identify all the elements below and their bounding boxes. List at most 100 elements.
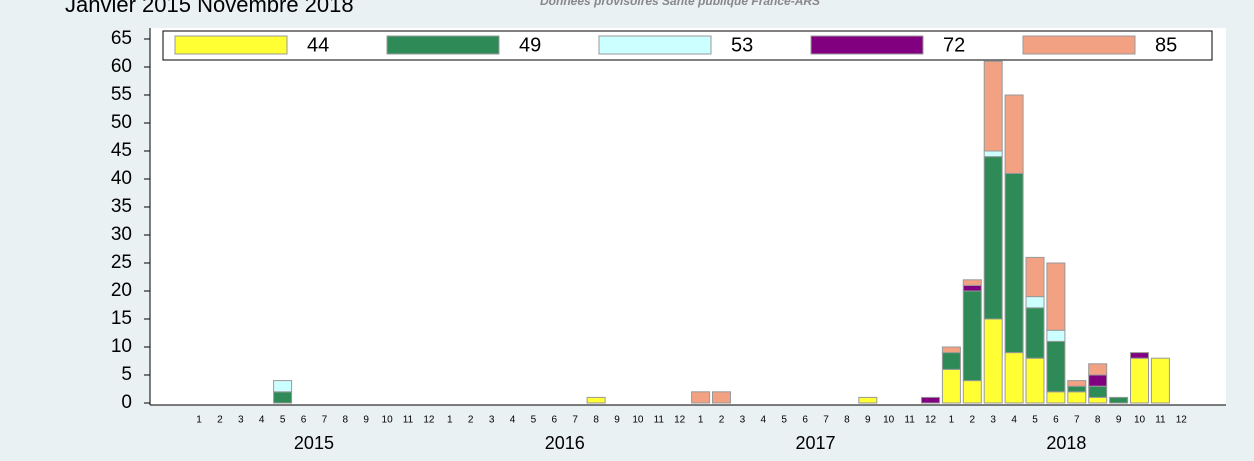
legend-label: 85 — [1155, 34, 1177, 56]
bar-segment — [1130, 357, 1149, 404]
x-tick-label: 1 — [698, 415, 704, 426]
bar-segment — [1088, 374, 1108, 387]
bar-segment — [983, 60, 1003, 152]
bar-segment — [858, 396, 878, 404]
bar-segment — [1067, 391, 1087, 404]
x-tick-label: 10 — [883, 415, 895, 426]
legend-label: 53 — [731, 34, 753, 56]
x-tick-label: 12 — [423, 415, 435, 426]
bar-segment — [1004, 94, 1024, 174]
bar-segment — [983, 318, 1003, 404]
bar-segment — [1088, 385, 1108, 398]
bar-segment — [1004, 172, 1024, 354]
year-label: 2018 — [1046, 433, 1086, 453]
x-tick-label: 9 — [865, 415, 871, 426]
x-tick-label: 6 — [802, 415, 808, 426]
bar-segment — [1088, 363, 1108, 376]
y-tick-label: 45 — [111, 140, 132, 161]
y-tick-label: 5 — [121, 364, 132, 385]
bar-segment — [1046, 391, 1066, 404]
x-tick-label: 5 — [280, 415, 286, 426]
bar-segment — [273, 391, 293, 404]
x-tick-label: 7 — [572, 415, 578, 426]
x-tick-label: 11 — [1155, 415, 1166, 426]
x-tick-label: 10 — [632, 415, 644, 426]
x-tick-label: 2 — [719, 415, 725, 426]
bar-segment — [691, 391, 711, 404]
x-tick-label: 5 — [531, 415, 537, 426]
bar-segment — [1046, 340, 1066, 393]
x-tick-label: 6 — [1053, 415, 1059, 426]
y-tick-label: 35 — [111, 196, 132, 217]
bar-segment — [962, 380, 982, 404]
y-tick-label: 50 — [111, 112, 132, 133]
x-tick-label: 7 — [823, 415, 829, 426]
y-tick-label: 10 — [111, 336, 132, 357]
legend-label: 49 — [519, 34, 541, 56]
chart-subtitle: Données provisoires Santé publique Franc… — [540, 0, 820, 8]
year-label: 2016 — [545, 433, 585, 453]
x-tick-label: 8 — [844, 415, 850, 426]
x-tick-label: 8 — [343, 415, 349, 426]
bar-segment — [1130, 352, 1149, 359]
legend-label: 44 — [307, 34, 329, 56]
legend-swatch — [598, 35, 712, 55]
x-tick-label: 2 — [970, 415, 976, 426]
bar-segment — [1025, 307, 1045, 359]
x-tick-label: 12 — [925, 415, 937, 426]
x-tick-label: 11 — [654, 415, 665, 426]
legend-swatch — [174, 35, 288, 55]
bar-segment — [962, 279, 982, 286]
year-label: 2015 — [294, 433, 334, 453]
bar-segment — [1046, 329, 1066, 342]
x-tick-label: 3 — [740, 415, 746, 426]
x-tick-label: 1 — [447, 415, 453, 426]
bar-segment — [1025, 357, 1045, 404]
bar-segment — [983, 156, 1003, 320]
bar-segment — [1025, 296, 1045, 309]
bar-segment — [941, 368, 961, 404]
bar-segment — [941, 346, 961, 354]
legend-swatch — [1022, 35, 1136, 55]
x-tick-label: 5 — [781, 415, 787, 426]
legend-label: 72 — [943, 34, 965, 56]
x-tick-label: 8 — [1095, 415, 1101, 426]
x-tick-label: 4 — [761, 415, 767, 426]
y-tick-label: 60 — [111, 56, 132, 77]
bar-segment — [921, 396, 940, 404]
bar-segment — [1046, 262, 1066, 331]
x-tick-label: 4 — [510, 415, 516, 426]
x-tick-label: 5 — [1032, 415, 1038, 426]
x-tick-label: 8 — [593, 415, 599, 426]
bar-segment — [1150, 357, 1170, 404]
x-tick-label: 12 — [1176, 415, 1188, 426]
x-tick-label: 1 — [949, 415, 955, 426]
x-tick-label: 6 — [552, 415, 558, 426]
x-tick-label: 7 — [322, 415, 328, 426]
x-tick-label: 10 — [382, 415, 394, 426]
y-tick-label: 25 — [111, 252, 132, 273]
bar-segment — [1025, 256, 1045, 298]
bar-segment — [1109, 396, 1129, 404]
x-tick-label: 3 — [990, 415, 996, 426]
year-label: 2017 — [796, 433, 836, 453]
legend-swatch — [810, 35, 924, 55]
y-tick-label: 15 — [111, 308, 132, 329]
bar-segment — [941, 352, 961, 370]
y-tick-label: 20 — [111, 280, 132, 301]
y-tick-label: 30 — [111, 224, 132, 245]
x-tick-label: 3 — [489, 415, 495, 426]
bar-segment — [962, 284, 982, 292]
legend-swatch — [386, 35, 500, 55]
chart-title: Janvier 2015 Novembre 2018 — [65, 0, 354, 17]
x-tick-label: 4 — [1011, 415, 1017, 426]
bar-segment — [712, 391, 731, 404]
x-tick-label: 9 — [614, 415, 620, 426]
bar-segment — [1088, 396, 1108, 404]
bar-segment — [1067, 385, 1087, 393]
x-tick-label: 2 — [217, 415, 223, 426]
bar-segment — [962, 290, 982, 382]
legend-box — [162, 30, 1213, 61]
x-tick-label: 9 — [363, 415, 369, 426]
